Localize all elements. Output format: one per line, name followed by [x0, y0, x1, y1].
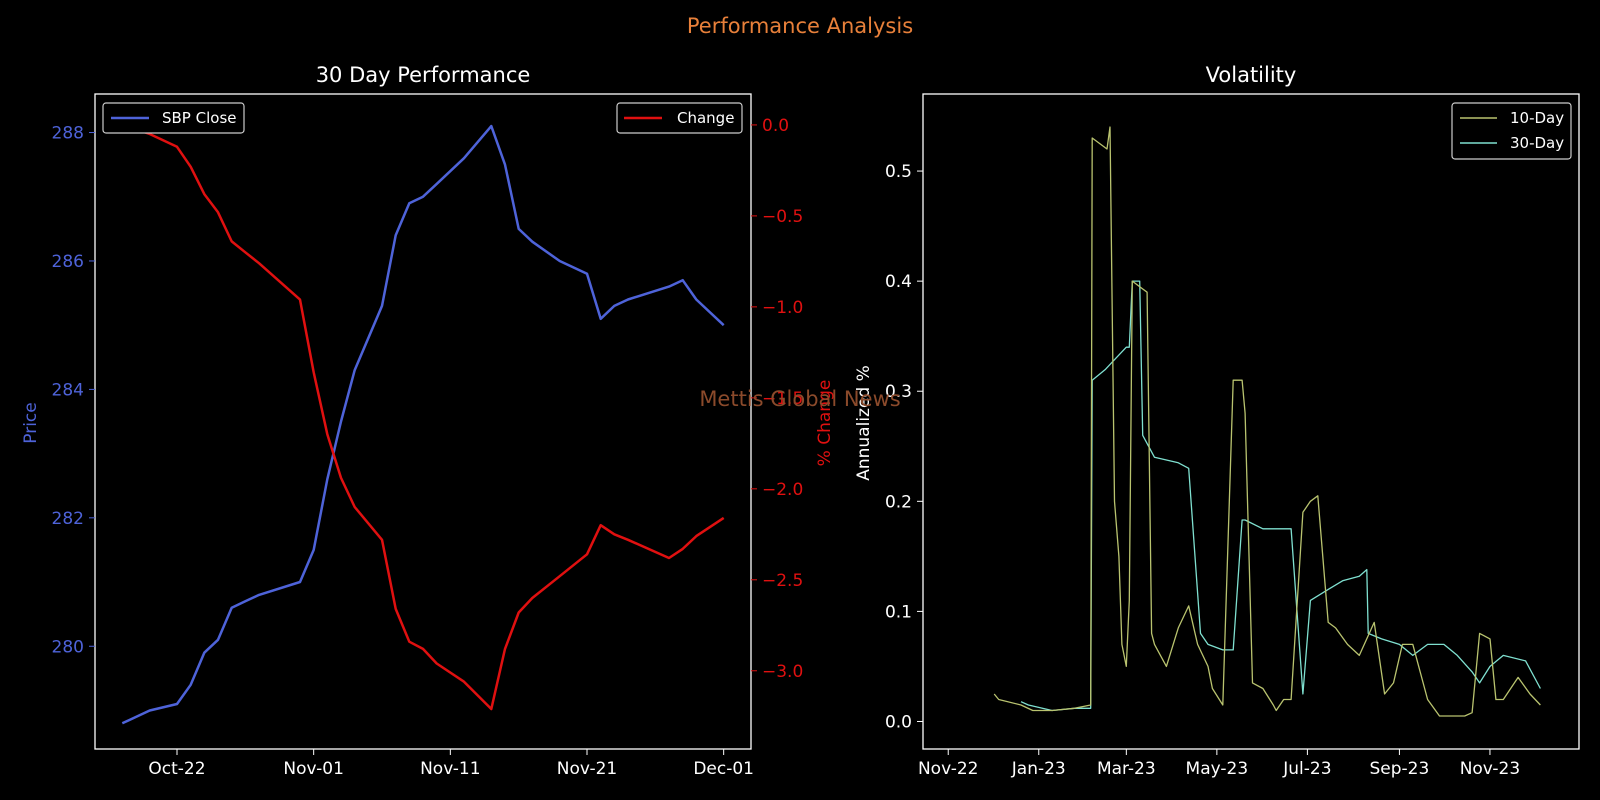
- change-tick-label: 0.0: [762, 116, 789, 136]
- y-tick-label: 0.5: [885, 162, 912, 182]
- change-tick-label: −3.0: [762, 662, 803, 682]
- y-tick-label: 0.0: [885, 712, 912, 732]
- change-legend: Change: [616, 102, 743, 134]
- change-tick-label: −0.5: [762, 207, 803, 227]
- y-tick-label: 0.2: [885, 492, 912, 512]
- vol10-series-line: [993, 126, 1541, 717]
- y-tick-label: 0.3: [885, 382, 912, 402]
- x-tick-label: Jan-23: [1011, 759, 1066, 779]
- price-tick-label: 288: [52, 124, 84, 144]
- price-tick-label: 284: [52, 380, 84, 400]
- price-tick-label: 282: [52, 509, 84, 529]
- y-tick-label: 0.4: [885, 272, 912, 292]
- x-tick-label: Sep-23: [1370, 759, 1430, 779]
- x-tick-label: Mar-23: [1097, 759, 1156, 779]
- volatility-plot-frame: [922, 93, 1580, 750]
- performance-plot-area: Oct-22 Nov-01 Nov-11 Nov-21 Dec-01 280 282 284 2…: [52, 93, 803, 779]
- price-legend: SBP Close: [102, 102, 245, 134]
- performance-chart: 30 Day Performance Oct-22 Nov-01 Nov-11 Nov…: [21, 63, 835, 779]
- watermark: Mettis Global News: [699, 387, 900, 411]
- volatility-legend-box: [1451, 102, 1572, 160]
- price-tick-label: 286: [52, 252, 84, 272]
- x-tick-label: May-23: [1186, 759, 1249, 779]
- volatility-chart-title: Volatility: [1206, 63, 1297, 87]
- price-legend-box: [102, 102, 245, 134]
- price-tick-label: 280: [52, 637, 84, 657]
- vol10-legend-label: 10-Day: [1510, 109, 1564, 127]
- volatility-plot-area: Nov-22 Jan-23 Mar-23 May-23 Jul-23 Sep-23 Nov-…: [885, 93, 1580, 779]
- figure-title: Performance Analysis: [687, 14, 913, 38]
- x-tick-label: Nov-23: [1460, 759, 1521, 779]
- volatility-legend: 10-Day 30-Day: [1451, 102, 1572, 160]
- volatility-axis-label: Annualized %: [854, 365, 874, 481]
- change-tick-label: −2.0: [762, 480, 803, 500]
- change-legend-label: Change: [677, 109, 734, 127]
- x-tick-label: Jul-23: [1282, 759, 1331, 779]
- price-series-line: [121, 124, 725, 725]
- change-legend-box: [616, 102, 743, 134]
- x-tick-label: Oct-22: [148, 759, 205, 779]
- y-tick-label: 0.1: [885, 602, 912, 622]
- change-axis-label: % Change: [815, 380, 835, 467]
- change-tick-label: −2.5: [762, 571, 803, 591]
- change-series-line: [121, 123, 725, 711]
- vol30-series-line: [1020, 280, 1541, 712]
- change-tick-label: −1.5: [762, 389, 803, 409]
- price-axis-label: Price: [21, 402, 41, 443]
- x-tick-label: Nov-01: [283, 759, 344, 779]
- performance-plot-frame: [94, 93, 752, 750]
- volatility-chart: Volatility Nov-22 Jan-23 Mar-23 May-23 Jul-2…: [854, 63, 1580, 779]
- x-tick-label: Nov-22: [918, 759, 979, 779]
- vol30-legend-label: 30-Day: [1510, 134, 1564, 152]
- performance-chart-title: 30 Day Performance: [316, 63, 531, 87]
- x-tick-label: Dec-01: [693, 759, 754, 779]
- x-tick-label: Nov-11: [420, 759, 481, 779]
- change-tick-label: −1.0: [762, 298, 803, 318]
- price-legend-label: SBP Close: [162, 109, 237, 127]
- x-tick-label: Nov-21: [557, 759, 618, 779]
